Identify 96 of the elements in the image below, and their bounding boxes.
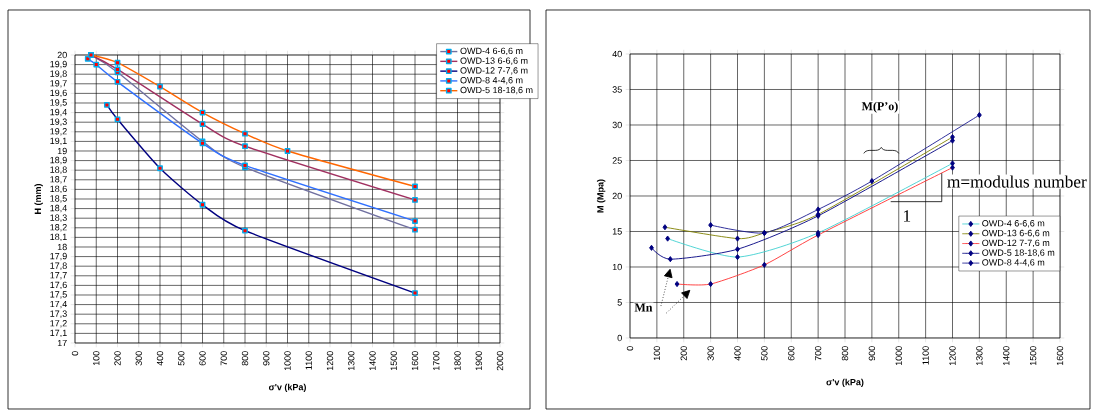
- x-tick-label: 700: [814, 346, 822, 361]
- legend-label: OWD-8 4-4,6 m: [460, 77, 523, 85]
- annotation: m=modulus number: [947, 175, 1087, 188]
- legend-label: OWD-13 6-6,6 m: [982, 229, 1050, 238]
- legend-label: OWD-4 6-6,6 m: [460, 47, 523, 56]
- legend-label: OWD-4 6-6,6 m: [982, 220, 1045, 228]
- x-tick-label: 1300: [348, 351, 355, 371]
- x-tick-label: 300: [707, 346, 714, 361]
- y-tick-label: 20: [612, 192, 622, 200]
- y-tick-label: 35: [612, 86, 622, 93]
- y-tick-label: 17,3: [50, 310, 67, 318]
- y-tick-label: 19,4: [50, 108, 67, 117]
- y-tick-label: 17,2: [50, 320, 67, 328]
- y-tick-label: 18,6: [50, 185, 67, 194]
- x-tick-label: 2000: [496, 351, 504, 371]
- y-tick-label: 19,2: [50, 128, 67, 136]
- y-tick-label: 15: [612, 228, 622, 235]
- y-tick-label: 18,8: [50, 166, 67, 174]
- y-tick-label: 25: [612, 157, 622, 164]
- x-tick-label: 1500: [1029, 346, 1037, 366]
- x-tick-label: 1200: [326, 351, 334, 371]
- y-axis-title: M (Mpa): [596, 179, 606, 213]
- y-tick-label: 10: [612, 263, 622, 271]
- x-tick-label: 100: [653, 346, 661, 361]
- x-tick-label: 1700: [433, 351, 440, 371]
- legend-label: OWD-13 6-6,6 m: [460, 57, 528, 65]
- y-tick-label: 17,6: [50, 281, 67, 290]
- x-tick-label: 200: [114, 351, 121, 366]
- y-tick-label: 17,4: [50, 300, 67, 309]
- x-tick-label: 300: [135, 351, 142, 366]
- annotation: Mn: [634, 303, 653, 312]
- y-tick-label: 20: [57, 51, 67, 59]
- x-tick-label: 1400: [1003, 346, 1010, 366]
- x-tick-label: 0: [626, 346, 634, 351]
- x-tick-label: 1400: [369, 351, 376, 371]
- x-tick-label: 1900: [475, 351, 482, 371]
- x-tick-label: 1500: [390, 351, 397, 371]
- y-tick-label: 18,5: [50, 195, 67, 203]
- y-tick-label: 17,8: [50, 262, 67, 270]
- x-tick-label: 700: [220, 351, 227, 366]
- x-tick-label: 900: [263, 351, 270, 366]
- legend-label: OWD-12 7-7,6 m: [460, 67, 528, 75]
- y-tick-label: 19,9: [50, 60, 67, 69]
- x-tick-label: 1100: [922, 346, 929, 365]
- annotation: 1: [904, 210, 911, 222]
- y-tick-label: 19,7: [50, 80, 67, 88]
- x-axis-title: σ'v (kPa): [268, 383, 306, 393]
- x-tick-label: 1600: [1056, 346, 1064, 366]
- y-tick-label: 18,7: [50, 176, 67, 184]
- legend-label: OWD-5 18-18,6 m: [460, 86, 533, 95]
- y-axis-title: H (mm): [34, 183, 43, 214]
- x-tick-label: 400: [156, 351, 164, 366]
- y-tick-label: 18,3: [50, 214, 67, 222]
- y-tick-label: 17,7: [50, 272, 67, 280]
- x-tick-label: 600: [788, 346, 795, 361]
- y-tick-label: 19,5: [50, 99, 67, 107]
- x-tick-label: 500: [761, 346, 768, 361]
- x-tick-label: 1000: [895, 346, 902, 366]
- x-tick-label: 1000: [284, 351, 291, 371]
- x-axis-title: σ'v (kPa): [826, 378, 864, 388]
- y-tick-label: 18: [57, 243, 67, 251]
- y-tick-label: 5: [617, 299, 622, 306]
- y-tick-label: 17,5: [50, 291, 67, 299]
- x-tick-label: 500: [178, 351, 185, 366]
- y-tick-label: 19,6: [50, 89, 67, 98]
- y-tick-label: 18,4: [50, 204, 67, 213]
- y-tick-label: 40: [612, 50, 622, 58]
- y-tick-label: 18,2: [50, 224, 67, 232]
- x-tick-label: 1100: [305, 351, 312, 370]
- x-tick-label: 1300: [976, 346, 983, 366]
- y-tick-label: 17,1: [50, 329, 67, 338]
- x-tick-label: 600: [199, 351, 206, 366]
- x-tick-label: 1600: [411, 351, 419, 371]
- x-tick-label: 800: [241, 351, 249, 366]
- annotation: M(P’o): [861, 101, 898, 113]
- y-tick-label: 18,9: [50, 156, 67, 165]
- x-tick-label: 800: [841, 346, 849, 361]
- x-tick-label: 100: [93, 351, 100, 366]
- legend-label: OWD-12 7-7,6 m: [982, 239, 1050, 248]
- y-tick-label: 19: [57, 147, 67, 155]
- y-tick-label: 19,3: [50, 118, 67, 126]
- y-tick-label: 18,1: [50, 233, 67, 242]
- x-tick-label: 1800: [454, 351, 461, 371]
- x-tick-label: 900: [868, 346, 876, 361]
- legend-label: OWD-5 18-18,6 m: [982, 249, 1055, 257]
- y-tick-label: 30: [612, 121, 622, 129]
- y-tick-label: 17: [57, 339, 67, 347]
- x-tick-label: 1200: [949, 346, 956, 366]
- x-tick-label: 200: [680, 346, 687, 361]
- x-tick-label: 400: [734, 346, 741, 361]
- x-tick-label: 0: [71, 351, 79, 356]
- y-tick-label: 17,9: [50, 252, 67, 261]
- y-tick-label: 19,8: [50, 70, 67, 78]
- legend-label: OWD-8 4-4,6 m: [982, 259, 1045, 267]
- y-tick-label: 0: [617, 334, 622, 342]
- y-tick-label: 19,1: [50, 137, 67, 146]
